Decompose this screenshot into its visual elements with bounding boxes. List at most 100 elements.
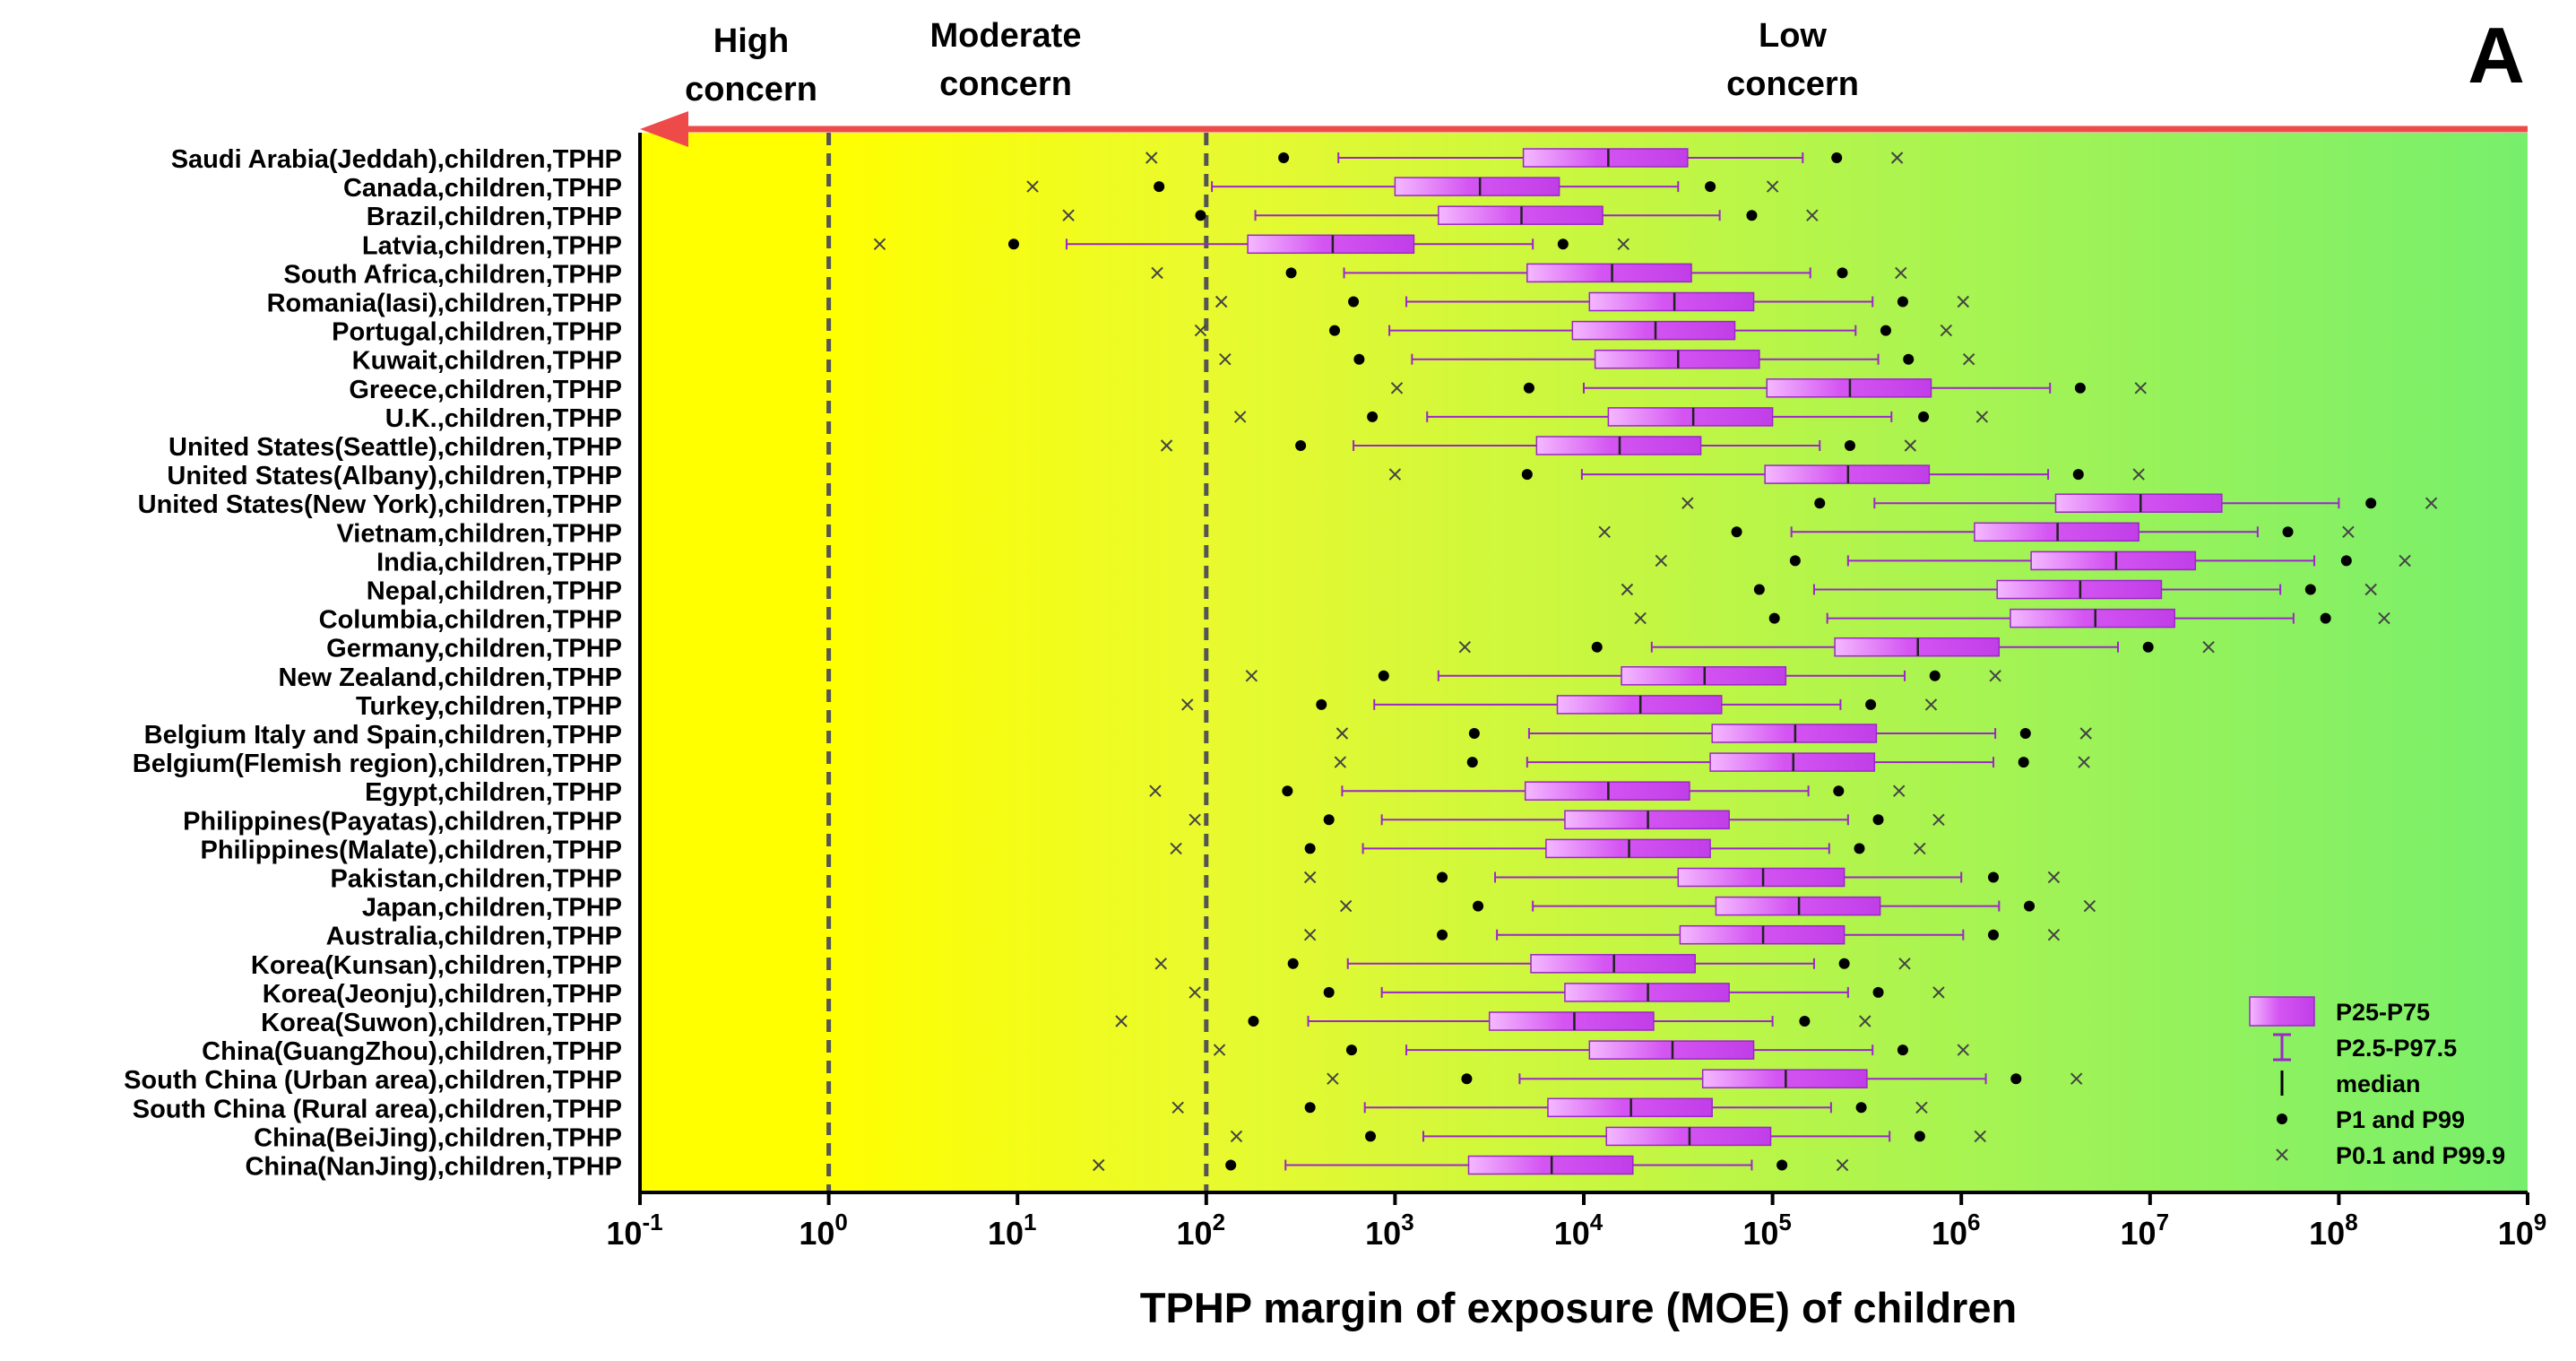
cross-stroke <box>1160 439 1173 452</box>
box-row <box>1634 608 2390 628</box>
p0-1-cross <box>1388 468 1402 481</box>
box-row <box>1213 1040 1970 1060</box>
x-tick-label: 109 <box>2498 1209 2547 1252</box>
p99-dot <box>1854 843 1865 854</box>
box-row <box>1655 550 2411 571</box>
p1-dot <box>1437 871 1448 883</box>
cross-stroke <box>2078 756 2090 768</box>
p99-dot <box>1988 871 2000 883</box>
row-label: Columbia,children,TPHP <box>319 606 622 635</box>
p0-1-cross <box>1171 1101 1184 1114</box>
p99-dot <box>1746 210 1758 221</box>
p0-1-cross <box>1327 1072 1339 1085</box>
cross-stroke <box>2399 554 2411 568</box>
p1-dot <box>1348 296 1360 308</box>
p0-1-cross <box>1336 727 1349 740</box>
cross-stroke <box>1932 813 1945 827</box>
p99-dot <box>1831 152 1843 163</box>
cross-stroke <box>2047 928 2061 941</box>
p1-dot <box>1768 612 1780 624</box>
box-row <box>1234 407 1989 427</box>
p0-1-cross <box>1215 295 1228 308</box>
iqr-box <box>1488 1011 1655 1031</box>
cross-stroke <box>1303 871 1317 884</box>
p0-1-cross <box>1115 1015 1128 1027</box>
p99-9-cross <box>2399 554 2411 568</box>
cross-stroke <box>1181 698 1194 711</box>
p0-1-cross <box>1154 958 1167 970</box>
cross-stroke <box>1655 554 1668 568</box>
p99-9-cross <box>1892 785 1906 797</box>
p99-9-cross <box>1898 958 1911 970</box>
cross-stroke <box>1892 785 1906 797</box>
p0-1-cross <box>1390 382 1404 394</box>
p1-dot <box>1345 1045 1357 1056</box>
p0-1-cross <box>1303 928 1317 941</box>
row-label: India,children,TPHP <box>376 548 622 576</box>
cross-stroke <box>1170 842 1182 855</box>
p99-dot <box>2019 728 2031 739</box>
p99-dot <box>2018 757 2029 768</box>
cross-stroke <box>1681 497 1694 509</box>
p0-1-cross <box>1219 352 1232 366</box>
p1-dot <box>1304 1102 1316 1114</box>
cross-stroke <box>1458 640 1472 654</box>
p1-dot <box>1753 584 1765 595</box>
p99-dot <box>1897 296 1908 308</box>
cross-stroke <box>1621 583 1634 596</box>
plot-background <box>640 133 2528 1192</box>
box-row <box>1598 522 2355 542</box>
iqr-box <box>1522 148 1689 168</box>
row-label: Australia,children,TPHP <box>326 923 622 951</box>
p99-9-cross <box>1904 439 1917 452</box>
cross-stroke <box>1145 152 1158 164</box>
x-tick-label: 10-1 <box>606 1209 662 1252</box>
cross-stroke <box>1093 1158 1105 1172</box>
legend-label: P25-P75 <box>2336 999 2430 1026</box>
row-label: Latvia,children,TPHP <box>362 231 622 260</box>
p99-dot <box>1880 325 1891 336</box>
p1-dot <box>1367 411 1379 422</box>
p99-9-cross <box>2342 525 2355 539</box>
x-tick-label: 103 <box>1365 1209 1414 1252</box>
row-label: Belgium Italy and Spain,children,TPHP <box>144 721 622 750</box>
box-row <box>1093 1155 1849 1175</box>
p0-1-cross <box>1170 842 1182 855</box>
row-label: Korea(Suwon),children,TPHP <box>261 1009 622 1037</box>
cross-stroke <box>1836 1158 1849 1172</box>
p0-1-cross <box>1339 899 1353 913</box>
box-row <box>1303 924 2061 945</box>
cross-stroke <box>1989 670 2001 682</box>
p1-dot <box>1523 382 1534 394</box>
p1-dot <box>1278 152 1290 163</box>
p99-dot <box>1557 238 1569 250</box>
row-label: South China (Rural area),children,TPHP <box>133 1095 622 1123</box>
box-row <box>1149 781 1906 801</box>
box-row <box>1115 1011 1871 1031</box>
p0-1-cross <box>1303 871 1317 884</box>
cross-stroke <box>1974 1130 1986 1143</box>
p1-dot <box>1468 728 1480 739</box>
legend-item: P1 and P99 <box>2277 1106 2465 1133</box>
cross-stroke <box>1957 1044 1970 1056</box>
p1-dot <box>1329 325 1341 336</box>
p99-9-cross <box>1962 352 1975 366</box>
box-row <box>1145 148 1904 168</box>
p0-1-cross <box>1149 785 1162 797</box>
cross-stroke <box>1932 986 1945 999</box>
row-label: Canada,children,TPHP <box>343 174 622 203</box>
cross-stroke <box>1390 382 1404 394</box>
p99-dot <box>1872 986 1884 998</box>
cross-stroke <box>1171 1101 1184 1114</box>
cross-stroke <box>1327 1072 1339 1085</box>
cross-stroke <box>1189 986 1201 999</box>
iqr-box <box>1677 867 1846 888</box>
p0-1-cross <box>1160 439 1173 452</box>
p1-dot <box>1304 843 1316 854</box>
p99-9-cross <box>1895 266 1907 280</box>
cross-stroke <box>1336 727 1349 740</box>
legend-label: P2.5-P97.5 <box>2336 1035 2457 1062</box>
high-concern-label-line2: concern <box>685 71 817 108</box>
p1-dot <box>1248 1016 1259 1027</box>
p99-9-cross <box>1940 324 1953 337</box>
